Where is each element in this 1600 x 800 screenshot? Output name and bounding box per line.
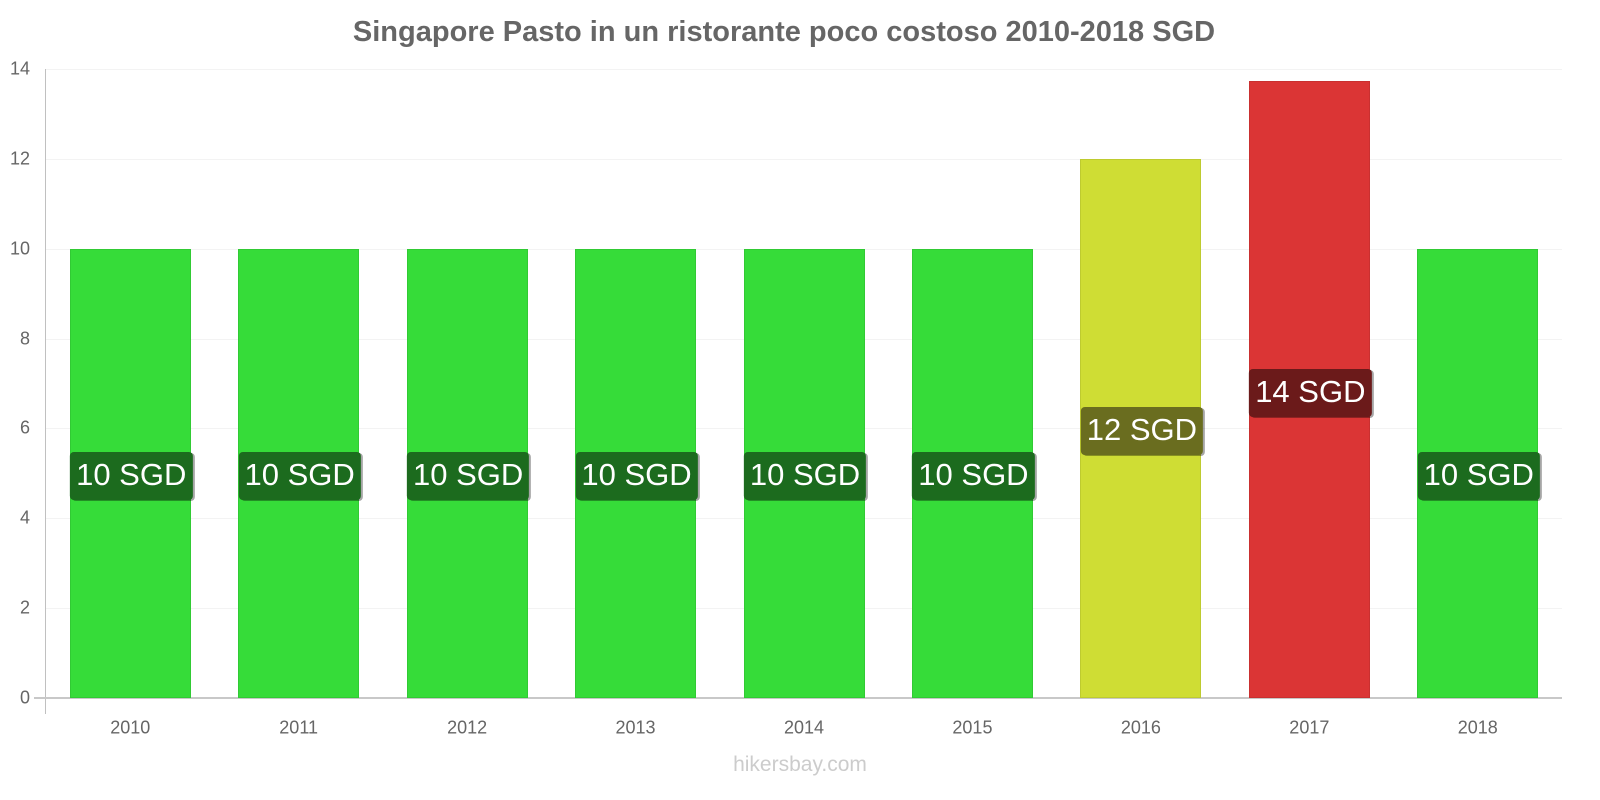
data-label: 10 SGD bbox=[912, 452, 1035, 501]
data-label: 12 SGD bbox=[1080, 407, 1204, 456]
x-axis-line bbox=[34, 697, 1562, 699]
y-tick-label: 4 bbox=[19, 507, 30, 528]
x-tick-label: 2015 bbox=[952, 717, 993, 738]
data-label: 10 SGD bbox=[1417, 452, 1540, 501]
x-tick-label: 2018 bbox=[1457, 717, 1498, 738]
x-tick-label: 2010 bbox=[110, 717, 151, 738]
x-tick-label: 2011 bbox=[279, 717, 319, 738]
y-tick-label: 8 bbox=[19, 328, 30, 349]
x-tick-label: 2014 bbox=[783, 717, 825, 738]
y-axis-line bbox=[45, 69, 46, 714]
x-tick-label: 2012 bbox=[447, 717, 488, 738]
data-label: 10 SGD bbox=[406, 452, 530, 501]
y-tick-label: 12 bbox=[9, 148, 30, 169]
x-tick-label: 2016 bbox=[1120, 717, 1161, 738]
data-label: 10 SGD bbox=[575, 452, 698, 501]
y-tick-label: 0 bbox=[19, 687, 30, 708]
y-tick-label: 10 bbox=[9, 238, 30, 259]
data-label: 14 SGD bbox=[1249, 368, 1372, 417]
gridline bbox=[46, 69, 1562, 70]
data-label: 10 SGD bbox=[70, 452, 193, 501]
x-tick-label: 2017 bbox=[1289, 717, 1330, 738]
chart-title: Singapore Pasto in un ristorante poco co… bbox=[352, 16, 1216, 48]
y-tick-label: 14 bbox=[9, 58, 30, 79]
y-tick-label: 2 bbox=[19, 597, 30, 618]
data-label: 10 SGD bbox=[238, 452, 361, 501]
source-credit: hikersbay.com bbox=[733, 753, 867, 776]
gridline bbox=[46, 158, 1562, 160]
x-tick-label: 2013 bbox=[615, 717, 656, 738]
data-label: 10 SGD bbox=[743, 452, 867, 501]
y-tick-label: 6 bbox=[19, 417, 30, 438]
